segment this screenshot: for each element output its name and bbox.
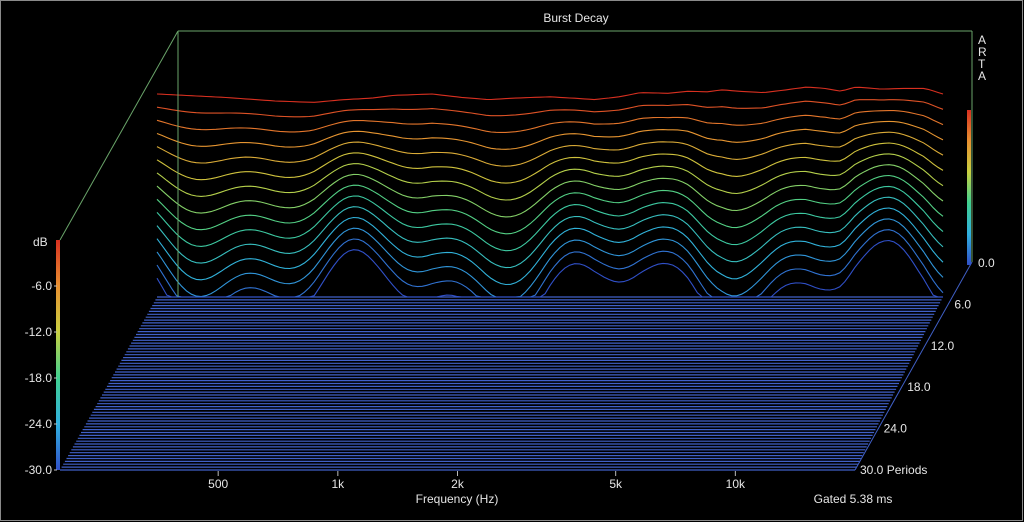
decay-slice-line (156, 185, 944, 252)
decay-slice-line (156, 196, 944, 269)
period-tick-label: 12.0 (931, 339, 955, 353)
decay-slice-line (156, 110, 944, 133)
z-tick-label: -6.0 (31, 279, 52, 293)
period-tick-label: 0.0 (978, 256, 995, 270)
decay-slice-line (156, 153, 944, 201)
decay-slice-line (156, 99, 944, 118)
decay-slices (156, 86, 944, 298)
decay-slice-line (156, 131, 944, 167)
z-tick-label: -12.0 (25, 325, 53, 339)
z-tick-label: -24.0 (25, 417, 53, 431)
right-colorbar (967, 110, 971, 265)
period-tick-label: 6.0 (954, 297, 971, 311)
period-tick-label: 24.0 (884, 422, 908, 436)
z-tick-label: -30.0 (25, 463, 53, 477)
decay-slice-line (156, 229, 944, 298)
brand-letter: A (978, 33, 986, 47)
period-tick-label: 18.0 (907, 380, 931, 394)
decay-slice-line (156, 142, 944, 184)
right-diagonal-edge (854, 261, 973, 471)
gated-note: Gated 5.38 ms (814, 492, 893, 506)
plot-frame (59, 30, 973, 471)
x-axis-title: Frequency (Hz) (416, 492, 499, 506)
z-tick-label: -18.0 (25, 371, 53, 385)
decay-slice-line (156, 86, 944, 103)
decay-slice-line (156, 174, 944, 235)
period-tick-label: 30.0 Periods (860, 463, 927, 477)
decay-slice-line (156, 239, 943, 298)
left-colorbar (56, 240, 60, 470)
brand-letter: T (978, 57, 986, 71)
side-diagonal-edge (59, 30, 179, 241)
brand-letter: A (978, 69, 986, 83)
x-tick-label: 1k (331, 477, 345, 491)
x-tick-label: 500 (208, 477, 228, 491)
z-axis-title: dB (33, 235, 48, 249)
colorbar (56, 110, 971, 470)
x-tick-label: 2k (451, 477, 465, 491)
chart-title: Burst Decay (543, 11, 608, 25)
decay-slice-line (156, 120, 944, 150)
decay-slice-line (156, 218, 944, 298)
brand-letter: R (978, 45, 987, 59)
x-tick-label: 5k (609, 477, 623, 491)
decay-slice-line (156, 207, 944, 286)
decay-slice-line (156, 164, 944, 218)
x-tick-label: 10k (726, 477, 746, 491)
decay-floor (60, 296, 943, 471)
